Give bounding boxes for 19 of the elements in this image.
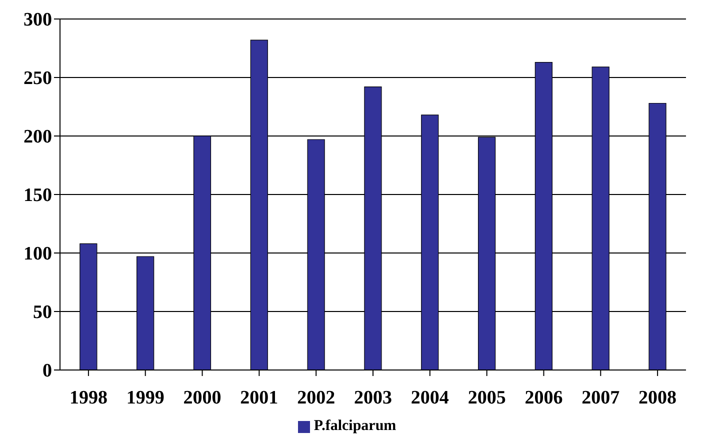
x-tick-label: 2007 bbox=[582, 387, 620, 408]
y-tick-label: 250 bbox=[24, 68, 52, 90]
legend-label: P.falciparum bbox=[314, 418, 396, 434]
x-tick-label: 1999 bbox=[126, 387, 164, 408]
x-tick-label: 2004 bbox=[410, 387, 450, 408]
x-tick-label: 2000 bbox=[183, 387, 222, 408]
y-tick-label: 200 bbox=[24, 126, 52, 148]
y-tick-label: 0 bbox=[42, 360, 52, 382]
y-tick-label: 300 bbox=[24, 10, 52, 31]
y-tick-label: 100 bbox=[24, 244, 52, 265]
y-tick-label: 50 bbox=[33, 302, 52, 324]
x-tick-label: 2001 bbox=[240, 387, 278, 408]
y-tick-label: 150 bbox=[24, 185, 52, 206]
x-tick-label: 2006 bbox=[524, 387, 563, 408]
x-tick-label: 2003 bbox=[354, 387, 392, 408]
x-tick-label: 2002 bbox=[297, 387, 336, 408]
x-tick-label: 1998 bbox=[69, 387, 108, 408]
x-tick-label: 2008 bbox=[638, 387, 677, 408]
x-tick-label: 2005 bbox=[468, 387, 506, 408]
